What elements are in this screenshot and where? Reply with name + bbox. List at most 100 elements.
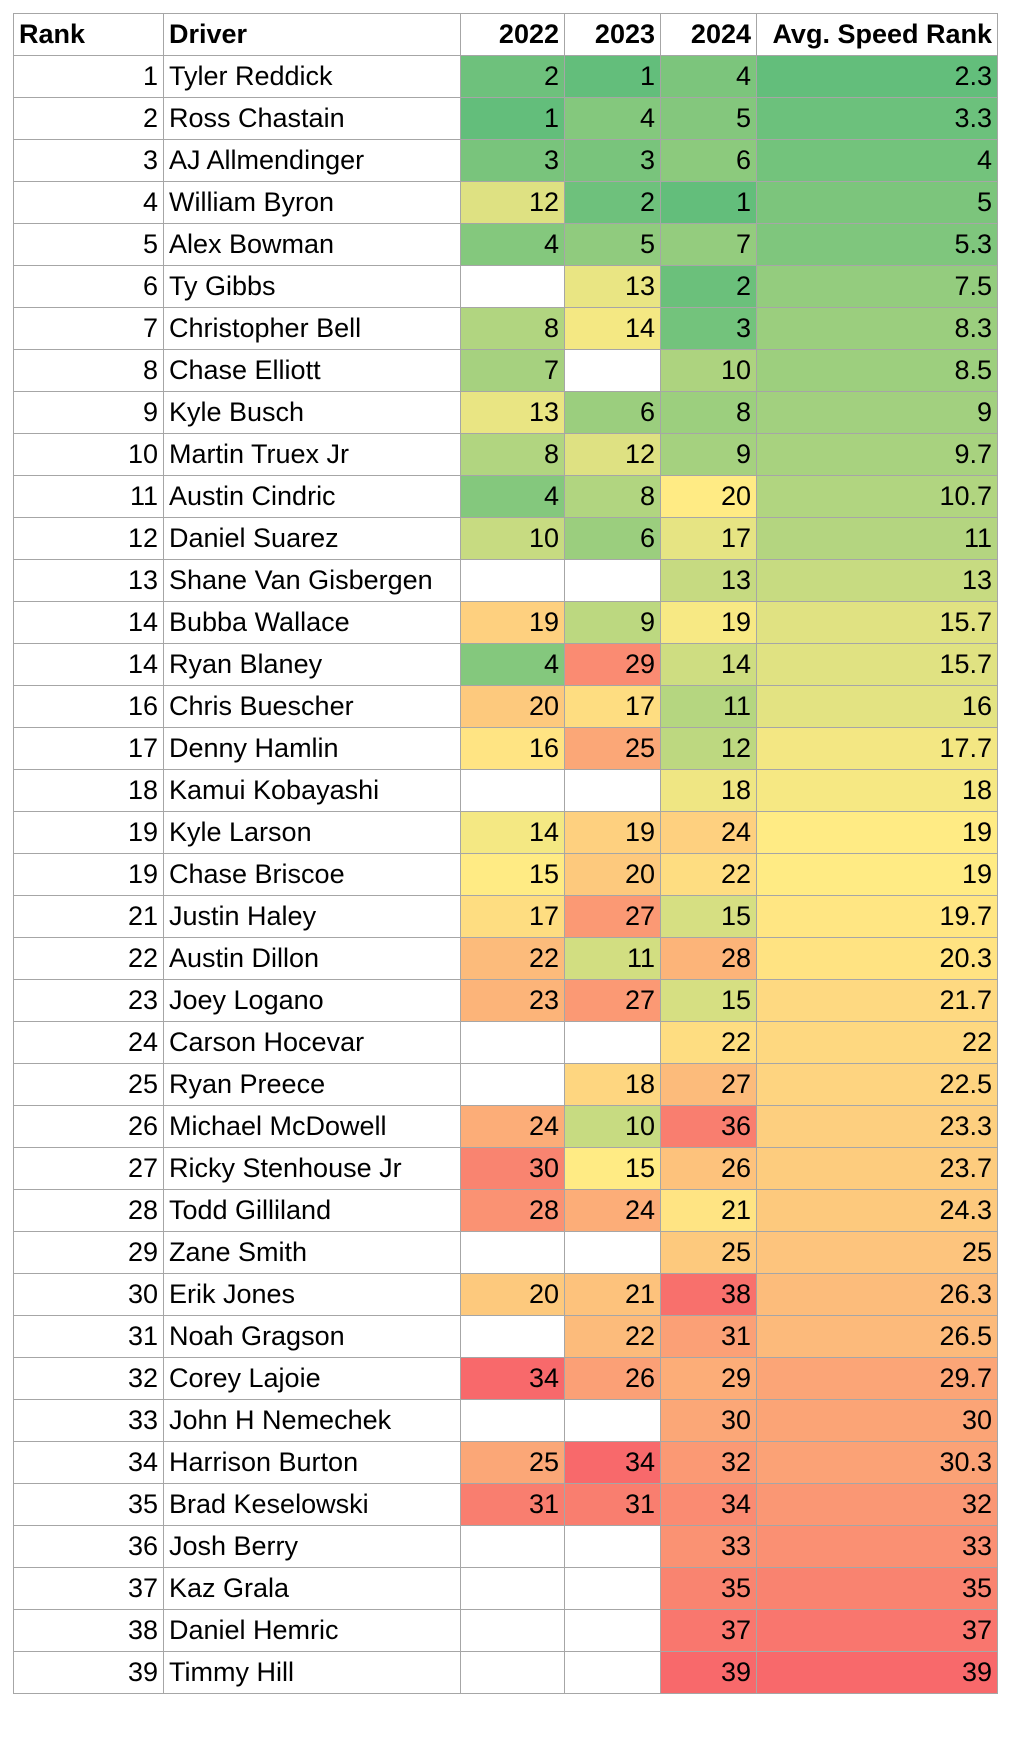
value-cell: 37 (756, 1609, 998, 1652)
value-cell: 18 (564, 1063, 661, 1106)
driver-cell: Timmy Hill (163, 1651, 461, 1694)
value-cell: 2 (564, 181, 661, 224)
rank-cell: 33 (13, 1399, 164, 1442)
data-row: 38 Daniel Hemric 37 37 (13, 1609, 998, 1652)
value-cell: 30.3 (756, 1441, 998, 1484)
driver-cell: Ricky Stenhouse Jr (163, 1147, 461, 1190)
value-cell: 39 (660, 1651, 757, 1694)
driver-cell: Noah Gragson (163, 1315, 461, 1358)
value-cell: 10 (660, 349, 757, 392)
value-cell: 5 (660, 97, 757, 140)
column-header: Avg. Speed Rank (756, 13, 998, 56)
rank-cell: 16 (13, 685, 164, 728)
value-cell (564, 1021, 661, 1064)
rank-cell: 37 (13, 1567, 164, 1610)
value-cell: 29.7 (756, 1357, 998, 1400)
value-cell: 8 (564, 475, 661, 518)
value-cell: 18 (660, 769, 757, 812)
driver-cell: Chase Elliott (163, 349, 461, 392)
value-cell: 6 (564, 517, 661, 560)
rank-cell: 8 (13, 349, 164, 392)
rank-cell: 3 (13, 139, 164, 182)
rank-cell: 27 (13, 1147, 164, 1190)
driver-cell: Ty Gibbs (163, 265, 461, 308)
value-cell: 25 (756, 1231, 998, 1274)
data-row: 14 Ryan Blaney 4 29 14 15.7 (13, 643, 998, 686)
driver-cell: Erik Jones (163, 1273, 461, 1316)
driver-cell: AJ Allmendinger (163, 139, 461, 182)
driver-cell: Carson Hocevar (163, 1021, 461, 1064)
rank-cell: 32 (13, 1357, 164, 1400)
value-cell: 21 (660, 1189, 757, 1232)
rank-cell: 4 (13, 181, 164, 224)
driver-cell: John H Nemechek (163, 1399, 461, 1442)
rank-cell: 36 (13, 1525, 164, 1568)
driver-cell: Tyler Reddick (163, 55, 461, 98)
driver-cell: Daniel Suarez (163, 517, 461, 560)
value-cell: 12 (564, 433, 661, 476)
value-cell: 22 (460, 937, 565, 980)
driver-cell: Harrison Burton (163, 1441, 461, 1484)
rank-cell: 34 (13, 1441, 164, 1484)
driver-cell: Ross Chastain (163, 97, 461, 140)
value-cell: 12 (460, 181, 565, 224)
data-row: 35 Brad Keselowski 31 31 34 32 (13, 1483, 998, 1526)
driver-cell: Josh Berry (163, 1525, 461, 1568)
data-row: 28 Todd Gilliland 28 24 21 24.3 (13, 1189, 998, 1232)
rank-cell: 30 (13, 1273, 164, 1316)
value-cell: 19 (756, 853, 998, 896)
value-cell: 3.3 (756, 97, 998, 140)
value-cell: 15 (660, 895, 757, 938)
data-row: 2 Ross Chastain 1 4 5 3.3 (13, 97, 998, 140)
value-cell (460, 559, 565, 602)
header-row: Rank Driver 2022 2023 2024 Avg. Speed Rank (13, 13, 998, 56)
value-cell (564, 1525, 661, 1568)
value-cell: 32 (756, 1483, 998, 1526)
value-cell (564, 559, 661, 602)
value-cell (460, 1525, 565, 1568)
value-cell: 38 (660, 1273, 757, 1316)
value-cell: 15 (660, 979, 757, 1022)
value-cell: 19 (756, 811, 998, 854)
data-row: 7 Christopher Bell 8 14 3 8.3 (13, 307, 998, 350)
value-cell: 26.5 (756, 1315, 998, 1358)
value-cell: 27 (564, 895, 661, 938)
data-row: 16 Chris Buescher 20 17 11 16 (13, 685, 998, 728)
driver-cell: Ryan Blaney (163, 643, 461, 686)
data-row: 5 Alex Bowman 4 5 7 5.3 (13, 223, 998, 266)
rank-cell: 23 (13, 979, 164, 1022)
value-cell: 4 (460, 223, 565, 266)
value-cell: 10 (564, 1105, 661, 1148)
data-row: 4 William Byron 12 2 1 5 (13, 181, 998, 224)
column-header: 2022 (460, 13, 565, 56)
data-row: 17 Denny Hamlin 16 25 12 17.7 (13, 727, 998, 770)
value-cell: 23.3 (756, 1105, 998, 1148)
value-cell: 5.3 (756, 223, 998, 266)
rank-cell: 19 (13, 811, 164, 854)
data-row: 24 Carson Hocevar 22 22 (13, 1021, 998, 1064)
value-cell: 20.3 (756, 937, 998, 980)
value-cell (460, 1231, 565, 1274)
value-cell: 19.7 (756, 895, 998, 938)
driver-cell: Alex Bowman (163, 223, 461, 266)
value-cell: 31 (460, 1483, 565, 1526)
value-cell: 9 (564, 601, 661, 644)
rank-cell: 17 (13, 727, 164, 770)
data-row: 22 Austin Dillon 22 11 28 20.3 (13, 937, 998, 980)
value-cell (564, 769, 661, 812)
value-cell: 8 (660, 391, 757, 434)
driver-cell: Kyle Busch (163, 391, 461, 434)
rank-cell: 9 (13, 391, 164, 434)
column-header: 2024 (660, 13, 757, 56)
rank-cell: 25 (13, 1063, 164, 1106)
value-cell: 25 (564, 727, 661, 770)
rank-cell: 26 (13, 1105, 164, 1148)
driver-cell: Austin Cindric (163, 475, 461, 518)
driver-cell: Zane Smith (163, 1231, 461, 1274)
column-header: 2023 (564, 13, 661, 56)
value-cell: 34 (460, 1357, 565, 1400)
value-cell: 4 (660, 55, 757, 98)
driver-cell: Chase Briscoe (163, 853, 461, 896)
rank-cell: 11 (13, 475, 164, 518)
driver-cell: Daniel Hemric (163, 1609, 461, 1652)
